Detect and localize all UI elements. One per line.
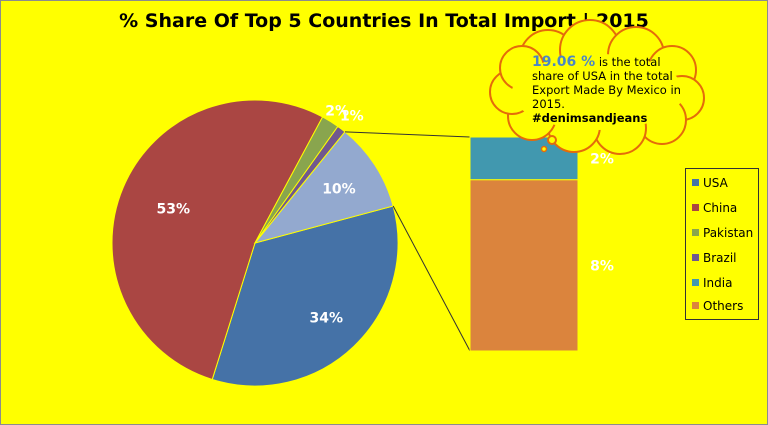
callout-text: 19.06 % is the total share of USA in the… <box>532 55 692 125</box>
legend-swatch-others <box>692 302 699 309</box>
legend-label-pakistan: Pakistan <box>703 226 754 240</box>
breakdown-bar: 2% 8% <box>469 136 614 352</box>
legend-swatch-brazil <box>692 254 699 261</box>
pie-slice-aggregate <box>253 131 394 244</box>
pie-slice-china <box>111 99 324 381</box>
connector-line-bottom <box>392 205 471 352</box>
connector-line-top <box>344 131 471 138</box>
pie-label-pakistan: 2% <box>325 104 349 120</box>
legend-swatch-pakistan <box>692 229 699 236</box>
legend-swatch-usa <box>692 179 699 186</box>
pie-label-aggregate: 10% <box>322 181 356 197</box>
chart-title: % Share Of Top 5 Countries In Total Impo… <box>119 10 649 32</box>
bar-label-others: 8% <box>590 258 614 274</box>
callout-cloud <box>489 19 705 155</box>
callout-tail-1 <box>547 135 557 145</box>
legend-label-india: India <box>703 276 733 290</box>
legend-label-brazil: Brazil <box>703 251 737 265</box>
pie-label-china: 53% <box>157 202 191 218</box>
legend: USA China Pakistan Brazil India Others <box>685 168 759 320</box>
legend-item-india: India <box>692 275 732 291</box>
pie-slice-usa <box>211 205 399 387</box>
pie-label-usa: 34% <box>310 310 344 326</box>
callout-value: 19.06 % <box>532 54 596 70</box>
callout-line-3: Export Made By Mexico in <box>532 83 681 97</box>
legend-item-china: China <box>692 200 737 216</box>
legend-item-others: Others <box>692 298 743 314</box>
pie-group: 34% 53% 2%1% 10% <box>111 99 399 387</box>
legend-label-usa: USA <box>703 176 728 190</box>
connector-lines <box>344 131 471 352</box>
legend-item-brazil: Brazil <box>692 250 737 266</box>
callout-tag: #denimsandjeans <box>532 111 648 125</box>
legend-label-china: China <box>703 201 738 215</box>
legend-item-pakistan: Pakistan <box>692 225 753 241</box>
callout-line-2: share of USA in the total <box>532 69 673 83</box>
pie-label-brazil: 1% <box>340 108 364 124</box>
callout-body <box>512 54 684 130</box>
callout-line-1: is the total <box>595 55 661 69</box>
callout-line-4: 2015. <box>532 97 565 111</box>
legend-label-others: Others <box>703 299 744 313</box>
legend-swatch-india <box>692 279 699 286</box>
callout-tail-2 <box>540 145 548 153</box>
bar-label-india: 2% <box>590 151 614 167</box>
bar-segment-others <box>469 179 579 352</box>
legend-swatch-china <box>692 204 699 211</box>
legend-item-usa: USA <box>692 175 728 191</box>
